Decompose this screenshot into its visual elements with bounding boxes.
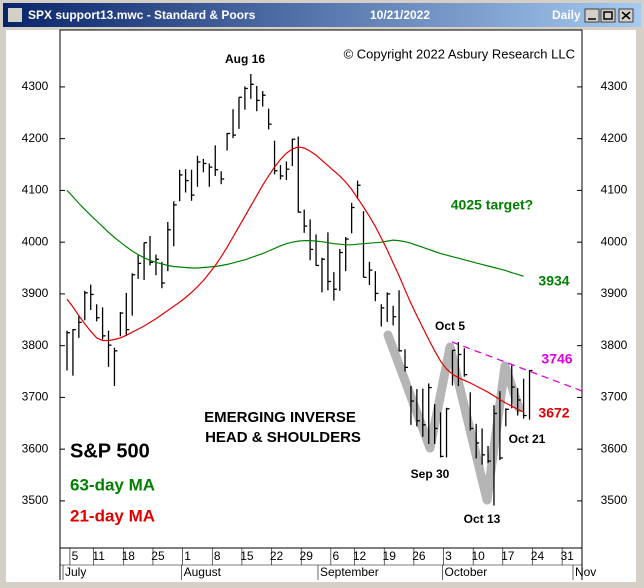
x-tick-label: 22 [270, 549, 284, 563]
ma-line [66, 189, 524, 277]
x-tick-label: 18 [122, 549, 136, 563]
x-tick-label: 12 [353, 549, 367, 563]
annotation: 3672 [538, 405, 569, 421]
x-tick-label: 11 [92, 549, 105, 563]
y-tick-label-right: 3900 [601, 286, 628, 300]
x-tick-label: 24 [531, 549, 545, 563]
y-tick-label-right: 4100 [601, 183, 628, 197]
y-tick-label: 4300 [22, 79, 49, 93]
x-tick-label: 26 [412, 549, 426, 563]
x-tick-label: 15 [240, 549, 254, 563]
annotation: EMERGING INVERSE [204, 409, 356, 426]
x-tick-label: 10 [471, 549, 485, 563]
y-tick-label-right: 3500 [601, 493, 628, 507]
x-tick-label: 31 [560, 549, 574, 563]
window-date: 10/21/2022 [370, 8, 430, 22]
y-tick-label: 4000 [22, 234, 49, 248]
y-tick-label: 3900 [22, 286, 49, 300]
y-tick-label: 3500 [22, 493, 49, 507]
x-tick-label: 3 [445, 549, 452, 563]
x-tick-label: 29 [300, 549, 314, 563]
legend-entry: 21-day MA [70, 506, 155, 525]
y-tick-label: 4100 [22, 183, 49, 197]
annotation: Aug 16 [225, 52, 265, 66]
window-period: Daily [552, 8, 581, 22]
maximize-button[interactable] [600, 8, 616, 23]
annotation: 3934 [538, 273, 569, 289]
x-tick-label: 6 [333, 549, 340, 563]
y-tick-label-right: 3600 [601, 441, 628, 455]
annotation: Oct 21 [509, 432, 546, 446]
window-icon [8, 8, 22, 22]
y-tick-label-right: 4200 [601, 131, 628, 145]
y-tick-label: 3800 [22, 338, 49, 352]
ma-line [66, 146, 524, 413]
annotation: Oct 13 [464, 512, 501, 526]
x-tick-label: 8 [214, 549, 221, 563]
y-tick-label: 3600 [22, 441, 49, 455]
annotation: Oct 5 [435, 319, 465, 333]
month-label: Nov [575, 565, 596, 579]
y-tick-label-right: 4300 [601, 79, 628, 93]
y-tick-label-right: 3700 [601, 390, 628, 404]
copyright: © Copyright 2022 Asbury Research LLC [344, 46, 575, 61]
x-tick-label: 17 [501, 549, 515, 563]
minimize-button[interactable] [584, 8, 600, 23]
legend-entry: S&P 500 [70, 440, 150, 462]
month-label: July [65, 565, 86, 579]
y-tick-label: 4200 [22, 131, 49, 145]
y-tick-label-right: 4000 [601, 234, 628, 248]
y-tick-label-right: 3800 [601, 338, 628, 352]
annotation: 4025 target? [451, 197, 533, 213]
y-tick-label: 3700 [22, 390, 49, 404]
x-tick-label: 1 [184, 549, 191, 563]
legend-entry: 63-day MA [70, 475, 155, 494]
button-glyphs [588, 11, 631, 20]
plot-area [59, 29, 583, 549]
annotation: 3746 [541, 351, 572, 367]
month-label: October [445, 565, 488, 579]
annotation: Sep 30 [411, 467, 450, 481]
x-tick-label: 19 [383, 549, 397, 563]
window-title: SPX support13.mwc - Standard & Poors [28, 8, 256, 22]
month-label: September [320, 565, 379, 579]
x-tick-label: 5 [72, 549, 79, 563]
title-bar [3, 3, 641, 27]
month-label: August [184, 565, 222, 579]
annotation: HEAD & SHOULDERS [205, 429, 361, 446]
x-tick-label: 25 [151, 549, 165, 563]
window-buttons[interactable] [584, 8, 634, 23]
